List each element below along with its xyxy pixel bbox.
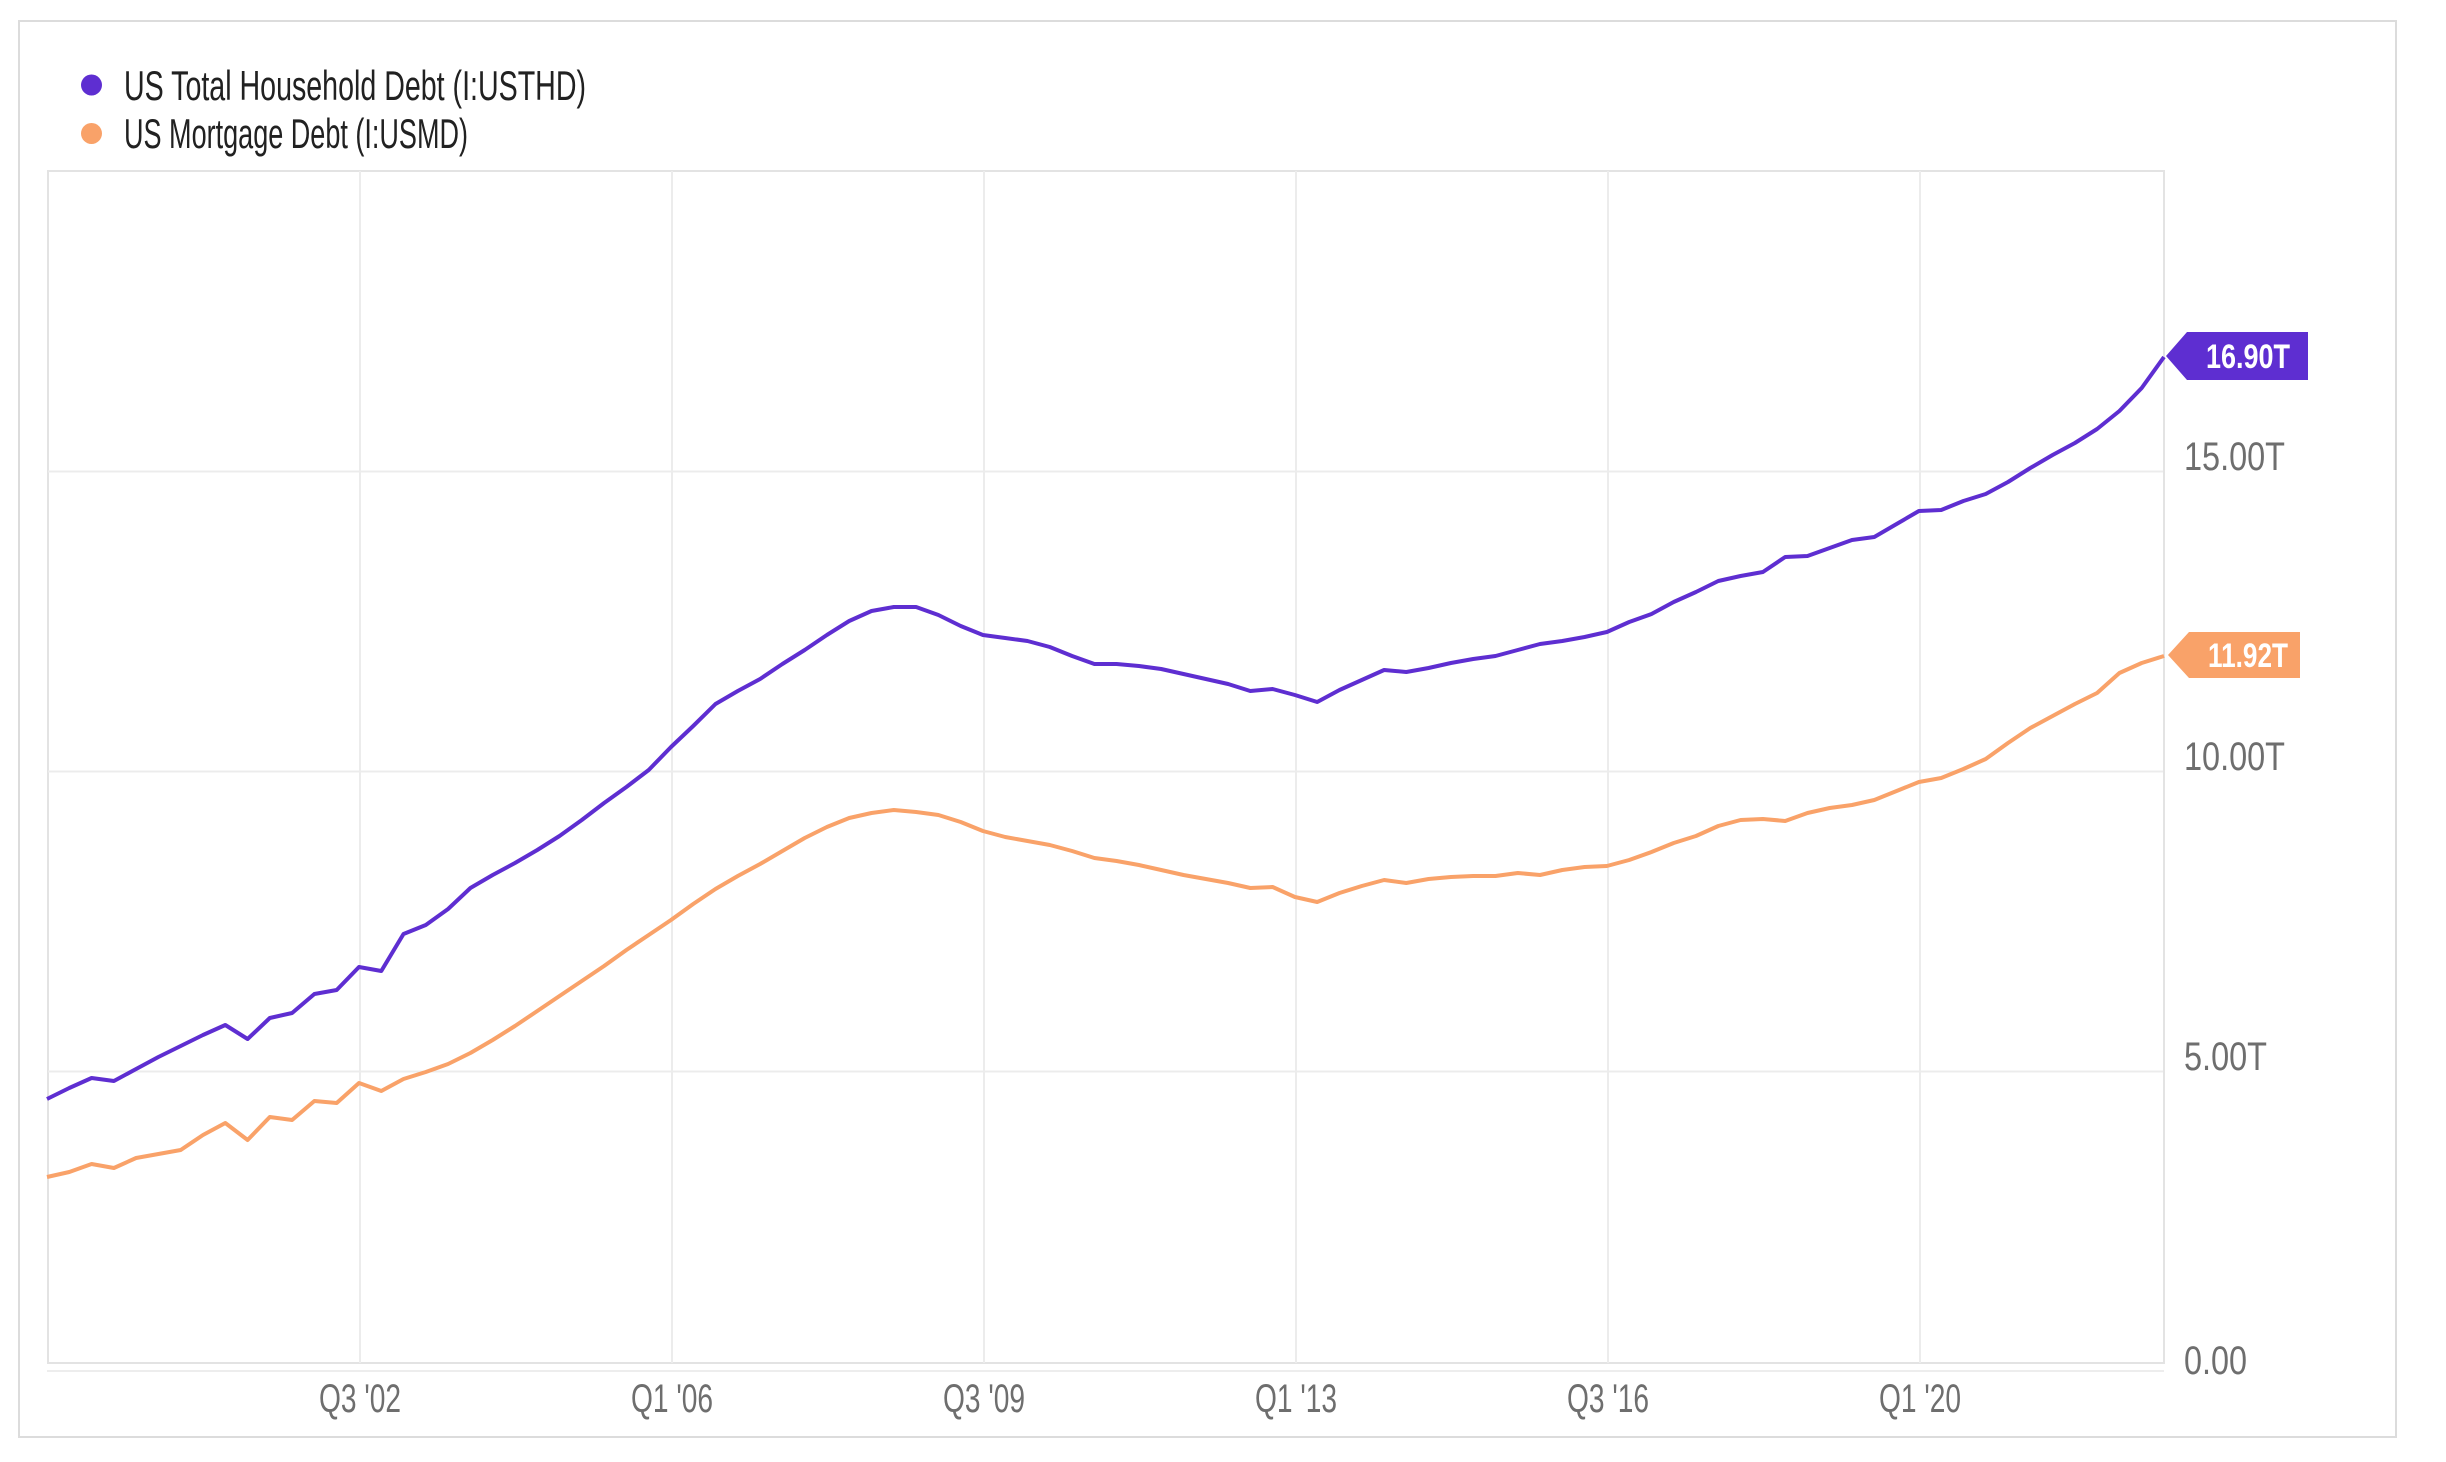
svg-text:Q1 '13: Q1 '13 [1255,1377,1337,1421]
svg-text:US Total Household Debt (I:UST: US Total Household Debt (I:USTHD) [124,62,586,109]
svg-text:Q3 '09: Q3 '09 [943,1377,1025,1421]
svg-text:US Mortgage Debt (I:USMD): US Mortgage Debt (I:USMD) [124,110,468,157]
svg-text:5.00T: 5.00T [2184,1035,2267,1079]
svg-text:Q1 '20: Q1 '20 [1879,1377,1961,1421]
svg-text:16.90T: 16.90T [2206,338,2290,376]
svg-text:11.92T: 11.92T [2208,637,2288,675]
svg-text:15.00T: 15.00T [2184,435,2285,479]
svg-text:Q3 '02: Q3 '02 [319,1377,401,1421]
svg-text:Q3 '16: Q3 '16 [1567,1377,1649,1421]
svg-text:10.00T: 10.00T [2184,735,2285,779]
svg-text:0.00: 0.00 [2184,1339,2247,1383]
svg-text:Q1 '06: Q1 '06 [631,1377,713,1421]
